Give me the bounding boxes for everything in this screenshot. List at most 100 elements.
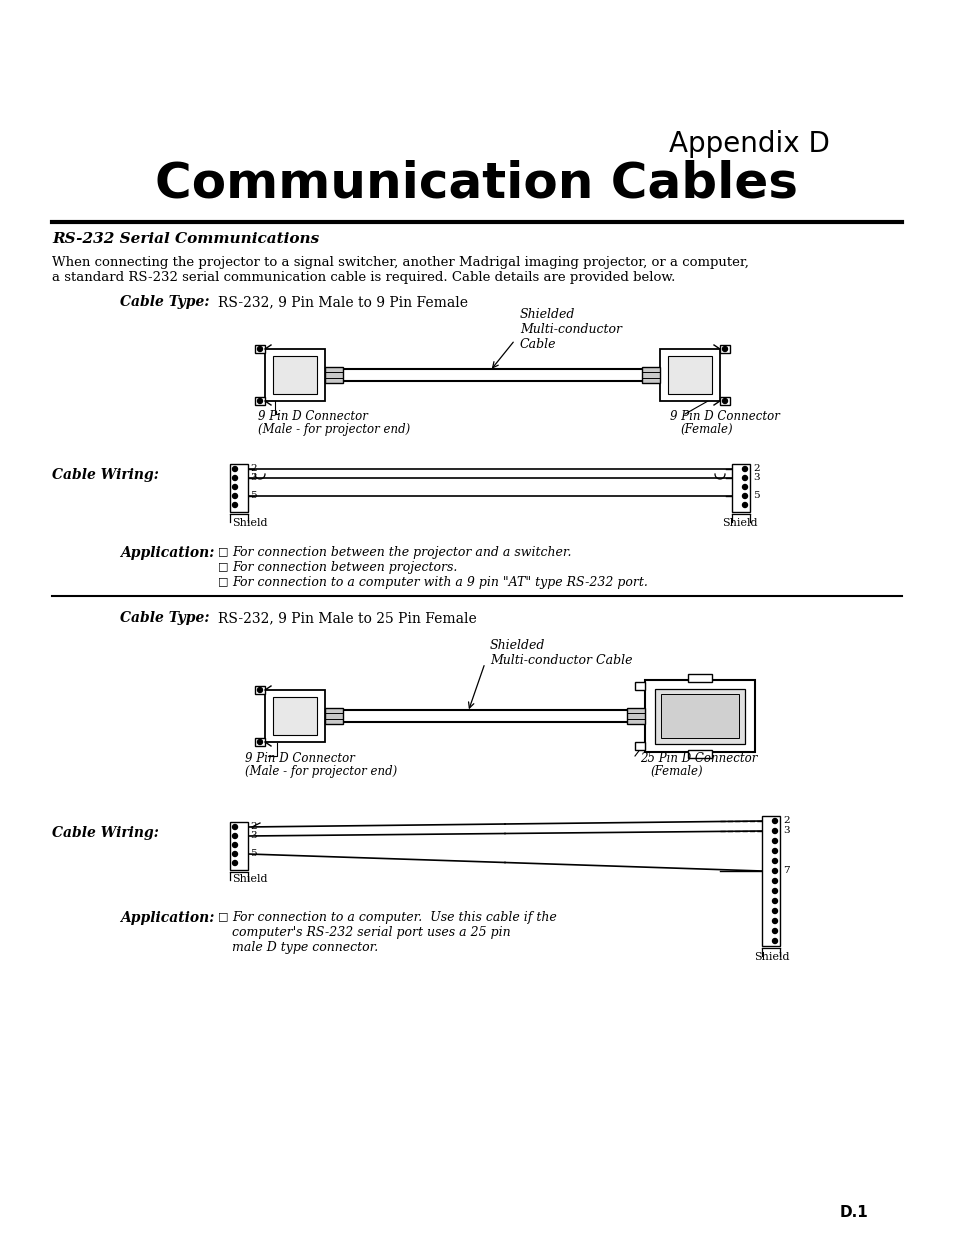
Circle shape	[233, 475, 237, 480]
Text: 2: 2	[250, 823, 256, 831]
Text: 5: 5	[250, 848, 256, 858]
Bar	[325, 708, 343, 724]
Text: Communication Cables: Communication Cables	[155, 161, 798, 207]
Circle shape	[741, 503, 747, 508]
Circle shape	[772, 919, 777, 924]
Circle shape	[257, 347, 262, 352]
Circle shape	[772, 888, 777, 893]
Bar	[761, 816, 780, 946]
Bar	[641, 367, 659, 383]
Text: 3: 3	[782, 826, 789, 835]
Text: (Female): (Female)	[649, 764, 702, 778]
Text: Cable Wiring:: Cable Wiring:	[52, 826, 159, 840]
Text: 9 Pin D Connector: 9 Pin D Connector	[245, 752, 355, 764]
Text: (Male - for projector end): (Male - for projector end)	[257, 424, 410, 436]
Text: 2: 2	[250, 464, 256, 473]
Text: Shield: Shield	[232, 517, 267, 529]
Circle shape	[772, 848, 777, 853]
Bar	[254, 685, 265, 694]
Text: □: □	[218, 911, 229, 921]
Circle shape	[772, 878, 777, 883]
Text: RS-232, 9 Pin Male to 25 Pin Female: RS-232, 9 Pin Male to 25 Pin Female	[218, 611, 476, 625]
Text: (Female): (Female)	[679, 424, 732, 436]
Text: □: □	[218, 546, 229, 556]
Text: RS-232, 9 Pin Male to 9 Pin Female: RS-232, 9 Pin Male to 9 Pin Female	[218, 295, 468, 309]
Bar	[265, 350, 325, 401]
Text: (Male - for projector end): (Male - for projector end)	[245, 764, 396, 778]
Text: For connection to a computer with a 9 pin "AT" type RS-232 port.: For connection to a computer with a 9 pi…	[232, 576, 647, 589]
Text: RS-232 Serial Communications: RS-232 Serial Communications	[52, 232, 319, 246]
Text: 9 Pin D Connector: 9 Pin D Connector	[669, 410, 779, 424]
Bar	[626, 708, 644, 724]
Text: When connecting the projector to a signal switcher, another Madrigal imaging pro: When connecting the projector to a signa…	[52, 256, 748, 269]
Text: 2: 2	[752, 464, 759, 473]
Bar	[254, 396, 265, 405]
Text: 25 Pin D Connector: 25 Pin D Connector	[639, 752, 757, 764]
Circle shape	[772, 858, 777, 863]
Circle shape	[233, 494, 237, 499]
Bar	[273, 697, 316, 735]
Text: □: □	[218, 576, 229, 585]
Text: 9 Pin D Connector: 9 Pin D Connector	[257, 410, 368, 424]
Text: Shield: Shield	[232, 874, 267, 884]
Text: Cable Wiring:: Cable Wiring:	[52, 468, 159, 482]
Bar	[230, 464, 248, 513]
Bar	[659, 350, 720, 401]
Text: 3: 3	[250, 831, 256, 840]
Circle shape	[721, 399, 727, 404]
Bar	[273, 356, 316, 394]
Circle shape	[772, 929, 777, 934]
Text: 2: 2	[782, 816, 789, 825]
Circle shape	[257, 399, 262, 404]
Circle shape	[772, 839, 777, 844]
Circle shape	[233, 484, 237, 489]
Bar	[644, 680, 754, 752]
Text: Shield: Shield	[721, 517, 757, 529]
Bar	[731, 464, 749, 513]
Circle shape	[233, 503, 237, 508]
Text: Cable Type:: Cable Type:	[120, 611, 210, 625]
Bar	[230, 823, 248, 869]
Text: 3: 3	[250, 473, 256, 482]
Circle shape	[772, 868, 777, 873]
Text: Shielded
Multi-conductor
Cable: Shielded Multi-conductor Cable	[519, 308, 621, 351]
Circle shape	[772, 939, 777, 944]
Circle shape	[233, 861, 237, 866]
Text: 5: 5	[752, 492, 759, 500]
Bar	[687, 750, 711, 758]
Text: For connection to a computer.  Use this cable if the
computer's RS-232 serial po: For connection to a computer. Use this c…	[232, 911, 557, 953]
Bar	[687, 674, 711, 682]
Text: For connection between the projector and a switcher.: For connection between the projector and…	[232, 546, 571, 559]
Bar	[655, 688, 744, 743]
Circle shape	[233, 834, 237, 839]
Text: For connection between projectors.: For connection between projectors.	[232, 561, 456, 574]
Text: 5: 5	[250, 492, 256, 500]
Bar	[265, 690, 325, 742]
Bar	[635, 742, 644, 750]
Text: Application:: Application:	[120, 546, 214, 559]
Circle shape	[233, 467, 237, 472]
Bar	[254, 739, 265, 746]
Circle shape	[257, 740, 262, 745]
Circle shape	[233, 842, 237, 847]
Text: 7: 7	[782, 866, 789, 876]
Circle shape	[741, 467, 747, 472]
Text: a standard RS-232 serial communication cable is required. Cable details are prov: a standard RS-232 serial communication c…	[52, 270, 675, 284]
Bar	[635, 682, 644, 690]
Bar	[720, 396, 729, 405]
Circle shape	[233, 851, 237, 857]
Bar	[254, 345, 265, 353]
Circle shape	[741, 494, 747, 499]
Bar	[720, 345, 729, 353]
Circle shape	[233, 825, 237, 830]
Text: Shield: Shield	[753, 952, 789, 962]
Circle shape	[772, 909, 777, 914]
Circle shape	[741, 484, 747, 489]
Text: D.1: D.1	[840, 1205, 868, 1220]
Text: 3: 3	[752, 473, 759, 482]
Text: Application:: Application:	[120, 911, 214, 925]
Circle shape	[721, 347, 727, 352]
Bar	[667, 356, 711, 394]
Circle shape	[772, 899, 777, 904]
Circle shape	[741, 475, 747, 480]
